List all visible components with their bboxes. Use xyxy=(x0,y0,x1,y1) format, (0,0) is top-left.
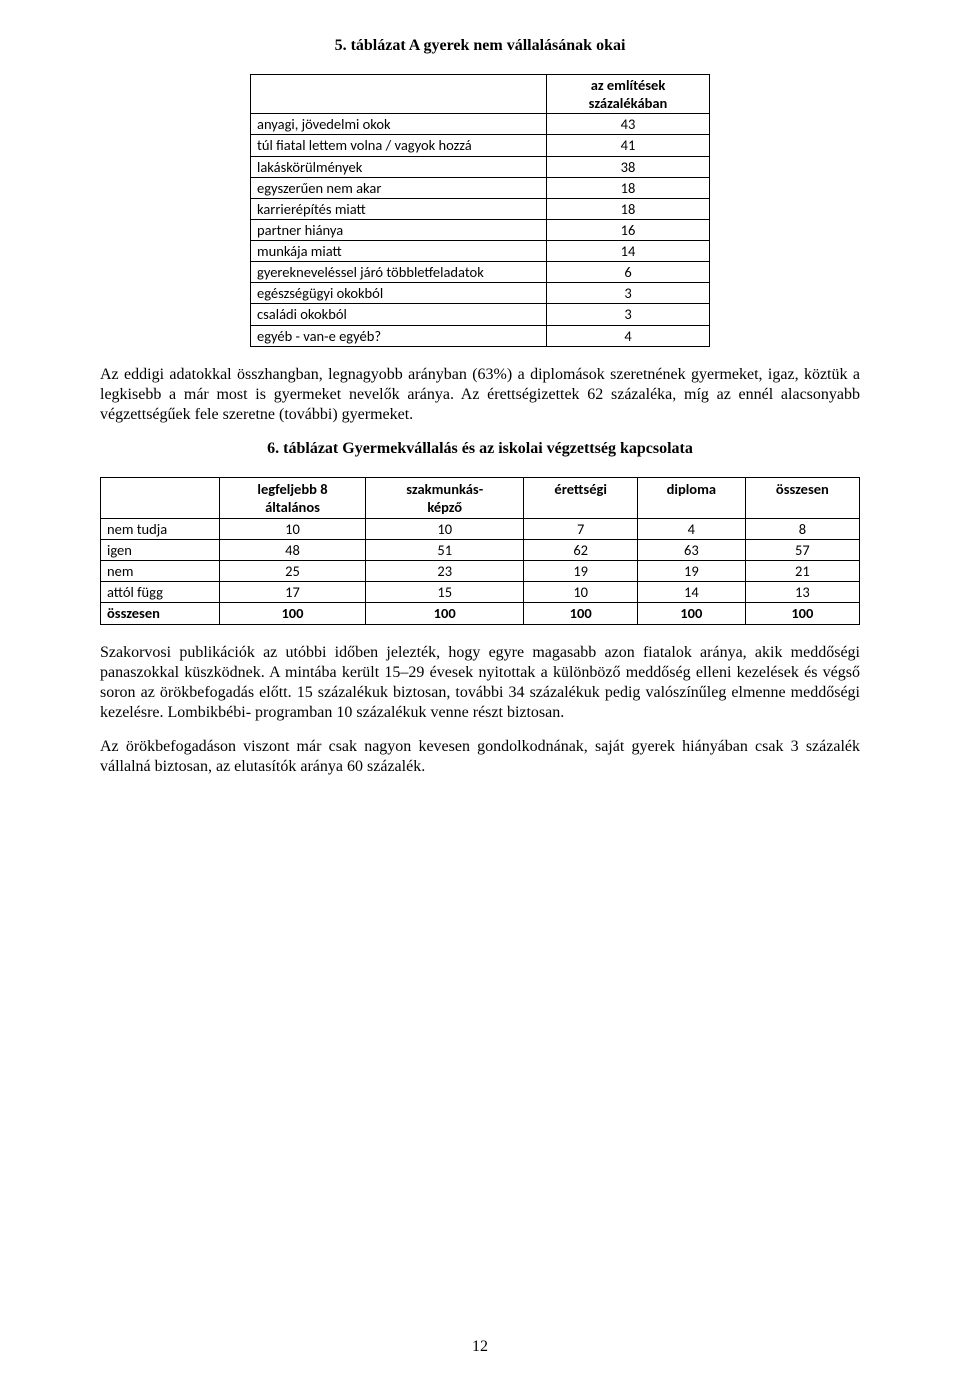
table6-cell: 63 xyxy=(637,540,745,561)
table6-total-cell: 100 xyxy=(365,603,523,624)
table6-row-label: nem xyxy=(101,561,220,582)
page-number: 12 xyxy=(100,1337,860,1357)
table6-total-cell: 100 xyxy=(745,603,859,624)
table5-row-value: 3 xyxy=(547,304,710,325)
table6: legfeljebb 8általánosszakmunkás-képzőére… xyxy=(100,477,860,625)
table6-cell: 10 xyxy=(220,518,366,539)
table5-row-label: egészségügyi okokból xyxy=(251,283,547,304)
table5-row-value: 16 xyxy=(547,219,710,240)
table6-cell: 8 xyxy=(745,518,859,539)
table6-col-header: összesen xyxy=(745,477,859,518)
table6-cell: 19 xyxy=(637,561,745,582)
paragraph-1: Az eddigi adatokkal összhangban, legnagy… xyxy=(100,365,860,425)
table6-cell: 7 xyxy=(524,518,638,539)
table6-cell: 10 xyxy=(524,582,638,603)
table6-col-header xyxy=(101,477,220,518)
table6-title: 6. táblázat Gyermekvállalás és az iskola… xyxy=(100,439,860,459)
table6-cell: 17 xyxy=(220,582,366,603)
table6-row-label: nem tudja xyxy=(101,518,220,539)
table5: az említések százalékában anyagi, jövede… xyxy=(250,74,710,347)
table6-cell: 10 xyxy=(365,518,523,539)
table6-cell: 21 xyxy=(745,561,859,582)
table5-col-header: az említések százalékában xyxy=(547,75,710,114)
table5-row-label: anyagi, jövedelmi okok xyxy=(251,114,547,135)
table5-empty-header xyxy=(251,75,547,114)
table5-row-label: családi okokból xyxy=(251,304,547,325)
paragraph-3: Az örökbefogadáson viszont már csak nagy… xyxy=(100,737,860,777)
table6-cell: 13 xyxy=(745,582,859,603)
table5-row-label: egyéb - van-e egyéb? xyxy=(251,325,547,346)
table6-col-header: szakmunkás-képző xyxy=(365,477,523,518)
table6-total-label: összesen xyxy=(101,603,220,624)
table6-cell: 62 xyxy=(524,540,638,561)
table6-col-header: legfeljebb 8általános xyxy=(220,477,366,518)
table5-row-value: 43 xyxy=(547,114,710,135)
table5-row-value: 38 xyxy=(547,156,710,177)
table5-row-value: 41 xyxy=(547,135,710,156)
table5-row-label: túl fiatal lettem volna / vagyok hozzá xyxy=(251,135,547,156)
table5-row-value: 14 xyxy=(547,241,710,262)
table6-cell: 23 xyxy=(365,561,523,582)
table6-cell: 57 xyxy=(745,540,859,561)
table5-row-label: karrierépítés miatt xyxy=(251,198,547,219)
table5-row-value: 6 xyxy=(547,262,710,283)
table6-row-label: igen xyxy=(101,540,220,561)
table6-cell: 25 xyxy=(220,561,366,582)
paragraph-2: Szakorvosi publikációk az utóbbi időben … xyxy=(100,643,860,723)
table6-cell: 51 xyxy=(365,540,523,561)
table5-row-value: 18 xyxy=(547,177,710,198)
table6-cell: 48 xyxy=(220,540,366,561)
table6-cell: 4 xyxy=(637,518,745,539)
table6-col-header: érettségi xyxy=(524,477,638,518)
table6-total-cell: 100 xyxy=(524,603,638,624)
table5-row-label: lakáskörülmények xyxy=(251,156,547,177)
table6-total-cell: 100 xyxy=(220,603,366,624)
table5-row-label: munkája miatt xyxy=(251,241,547,262)
table6-cell: 15 xyxy=(365,582,523,603)
table5-row-label: gyerekneveléssel járó többletfeladatok xyxy=(251,262,547,283)
table5-row-value: 4 xyxy=(547,325,710,346)
table5-row-label: egyszerűen nem akar xyxy=(251,177,547,198)
table5-row-value: 3 xyxy=(547,283,710,304)
table6-total-cell: 100 xyxy=(637,603,745,624)
table5-row-value: 18 xyxy=(547,198,710,219)
table6-cell: 14 xyxy=(637,582,745,603)
table6-cell: 19 xyxy=(524,561,638,582)
table5-title: 5. táblázat A gyerek nem vállalásának ok… xyxy=(100,36,860,56)
table6-row-label: attól függ xyxy=(101,582,220,603)
table5-row-label: partner hiánya xyxy=(251,219,547,240)
table6-col-header: diploma xyxy=(637,477,745,518)
